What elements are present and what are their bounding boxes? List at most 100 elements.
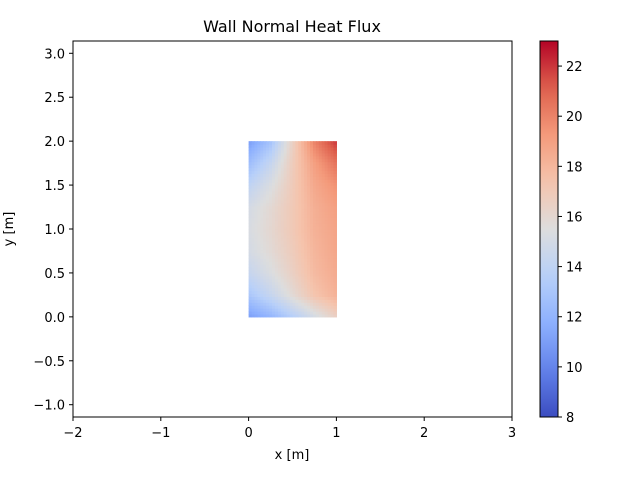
field-cell: [301, 226, 305, 230]
field-cell: [274, 272, 279, 277]
field-cell: [298, 199, 302, 204]
field-cell: [248, 211, 253, 215]
field-cell: [327, 161, 332, 166]
field-cell: [312, 258, 317, 262]
field-cell: [289, 167, 294, 172]
field-cell: [321, 258, 326, 262]
field-cell: [266, 243, 270, 248]
field-cell: [283, 205, 288, 210]
field-cell: [327, 264, 332, 268]
field-cell: [298, 223, 302, 227]
field-cell: [266, 155, 270, 160]
field-cell: [318, 261, 323, 265]
field-cell: [292, 310, 297, 315]
field-cell: [312, 278, 317, 283]
field-cell: [263, 158, 267, 163]
field-cell: [301, 290, 305, 295]
field-cell: [292, 296, 297, 300]
field-cell: [318, 284, 323, 289]
field-cell: [312, 267, 317, 271]
field-cell: [263, 234, 267, 239]
field-cell: [312, 264, 317, 268]
field-cell: [292, 167, 297, 172]
field-cell: [321, 147, 326, 151]
field-cell: [330, 152, 335, 157]
field-cell: [280, 193, 285, 198]
field-cell: [272, 147, 276, 151]
field-cell: [280, 220, 285, 224]
x-tick-label: 2: [420, 426, 428, 441]
field-cell: [263, 267, 267, 271]
field-cell: [251, 144, 256, 148]
field-cell: [307, 278, 311, 283]
field-cell: [272, 246, 276, 251]
field-cell: [272, 258, 276, 262]
field-cell: [257, 231, 261, 236]
field-cell: [272, 243, 276, 248]
field-cell: [274, 243, 279, 248]
colorbar-tick-label: 20: [566, 110, 583, 125]
field-cell: [248, 278, 253, 283]
field-cell: [292, 164, 297, 169]
field-cell: [266, 261, 270, 265]
field-cell: [321, 161, 326, 166]
field-cell: [286, 152, 291, 157]
field-cell: [324, 313, 329, 318]
field-cell: [333, 226, 337, 230]
field-cell: [272, 278, 276, 283]
field-cell: [295, 223, 299, 227]
field-cell: [266, 310, 270, 315]
field-cell: [301, 152, 305, 157]
field-cell: [269, 313, 273, 318]
field-cell: [324, 179, 329, 183]
field-cell: [310, 208, 314, 213]
field-cell: [269, 202, 273, 207]
field-cell: [318, 214, 323, 218]
field-cell: [283, 152, 288, 157]
field-cell: [295, 173, 299, 177]
field-cell: [327, 217, 332, 221]
field-cell: [324, 234, 329, 239]
field-cell: [257, 217, 261, 221]
field-cell: [257, 275, 261, 280]
field-cell: [269, 196, 273, 201]
field-cell: [277, 196, 282, 201]
field-cell: [263, 281, 267, 286]
field-cell: [295, 152, 299, 157]
field-cell: [318, 144, 323, 148]
field-cell: [269, 284, 273, 289]
field-cell: [269, 214, 273, 218]
field-cell: [283, 255, 288, 259]
field-cell: [277, 313, 282, 318]
field-cell: [327, 173, 332, 177]
field-cell: [321, 272, 326, 277]
field-cell: [307, 176, 311, 180]
field-cell: [295, 185, 299, 189]
field-cell: [292, 299, 297, 303]
field-cell: [298, 155, 302, 160]
field-cell: [280, 144, 285, 148]
field-cell: [315, 249, 320, 254]
field-cell: [260, 249, 264, 254]
field-cell: [315, 141, 320, 145]
field-cell: [260, 261, 264, 265]
field-cell: [330, 293, 335, 297]
field-cell: [257, 176, 261, 180]
field-cell: [289, 267, 294, 271]
field-cell: [269, 182, 273, 186]
field-cell: [254, 313, 258, 318]
field-cell: [272, 211, 276, 215]
field-cell: [283, 261, 288, 265]
field-cell: [312, 190, 317, 195]
field-cell: [307, 141, 311, 145]
field-cell: [321, 231, 326, 236]
field-cell: [292, 170, 297, 174]
field-cell: [333, 281, 337, 286]
field-cell: [324, 281, 329, 286]
field-cell: [272, 302, 276, 306]
field-cell: [248, 190, 253, 195]
field-cell: [307, 202, 311, 207]
field-cell: [266, 234, 270, 239]
field-cell: [295, 237, 299, 242]
field-cell: [324, 302, 329, 306]
